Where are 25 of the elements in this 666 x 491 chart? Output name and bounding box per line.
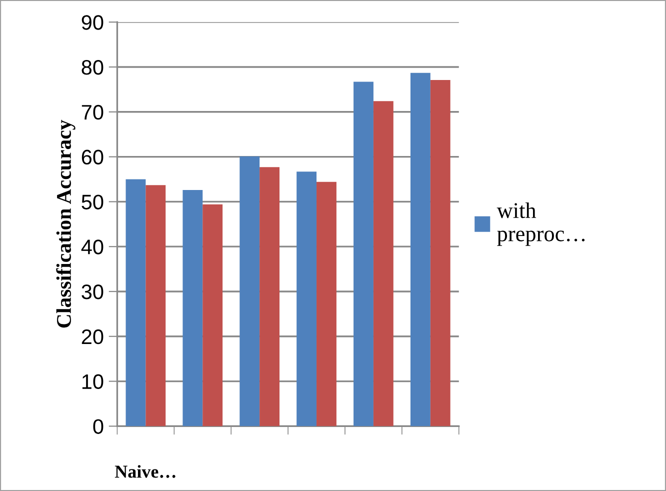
bar: [430, 80, 450, 426]
y-tick-label: 0: [93, 419, 104, 434]
bar: [410, 72, 430, 426]
bar: [240, 156, 260, 426]
y-tick-label: 90: [82, 15, 104, 30]
bar: [373, 101, 394, 426]
bar: [182, 190, 203, 426]
y-tick-label: 80: [82, 60, 104, 75]
y-axis-title: Classification Accuracy: [56, 120, 76, 328]
y-tick-label: 50: [82, 194, 104, 210]
y-tick-label: 60: [82, 150, 104, 165]
bar: [296, 172, 317, 426]
y-tick-label: 20: [82, 329, 104, 344]
bar: [126, 179, 146, 426]
bar: [202, 204, 223, 426]
bar: [316, 182, 336, 426]
y-tick-label: 30: [82, 284, 104, 300]
bar: [354, 82, 374, 426]
y-tick-label: 70: [82, 104, 104, 120]
x-tick-label: Naive…: [114, 465, 176, 478]
y-tick-label: 40: [81, 240, 104, 254]
legend-label: with preproc…: [496, 202, 585, 246]
bar: [146, 185, 166, 426]
bar: [260, 167, 280, 426]
y-tick-label: 10: [82, 374, 104, 390]
